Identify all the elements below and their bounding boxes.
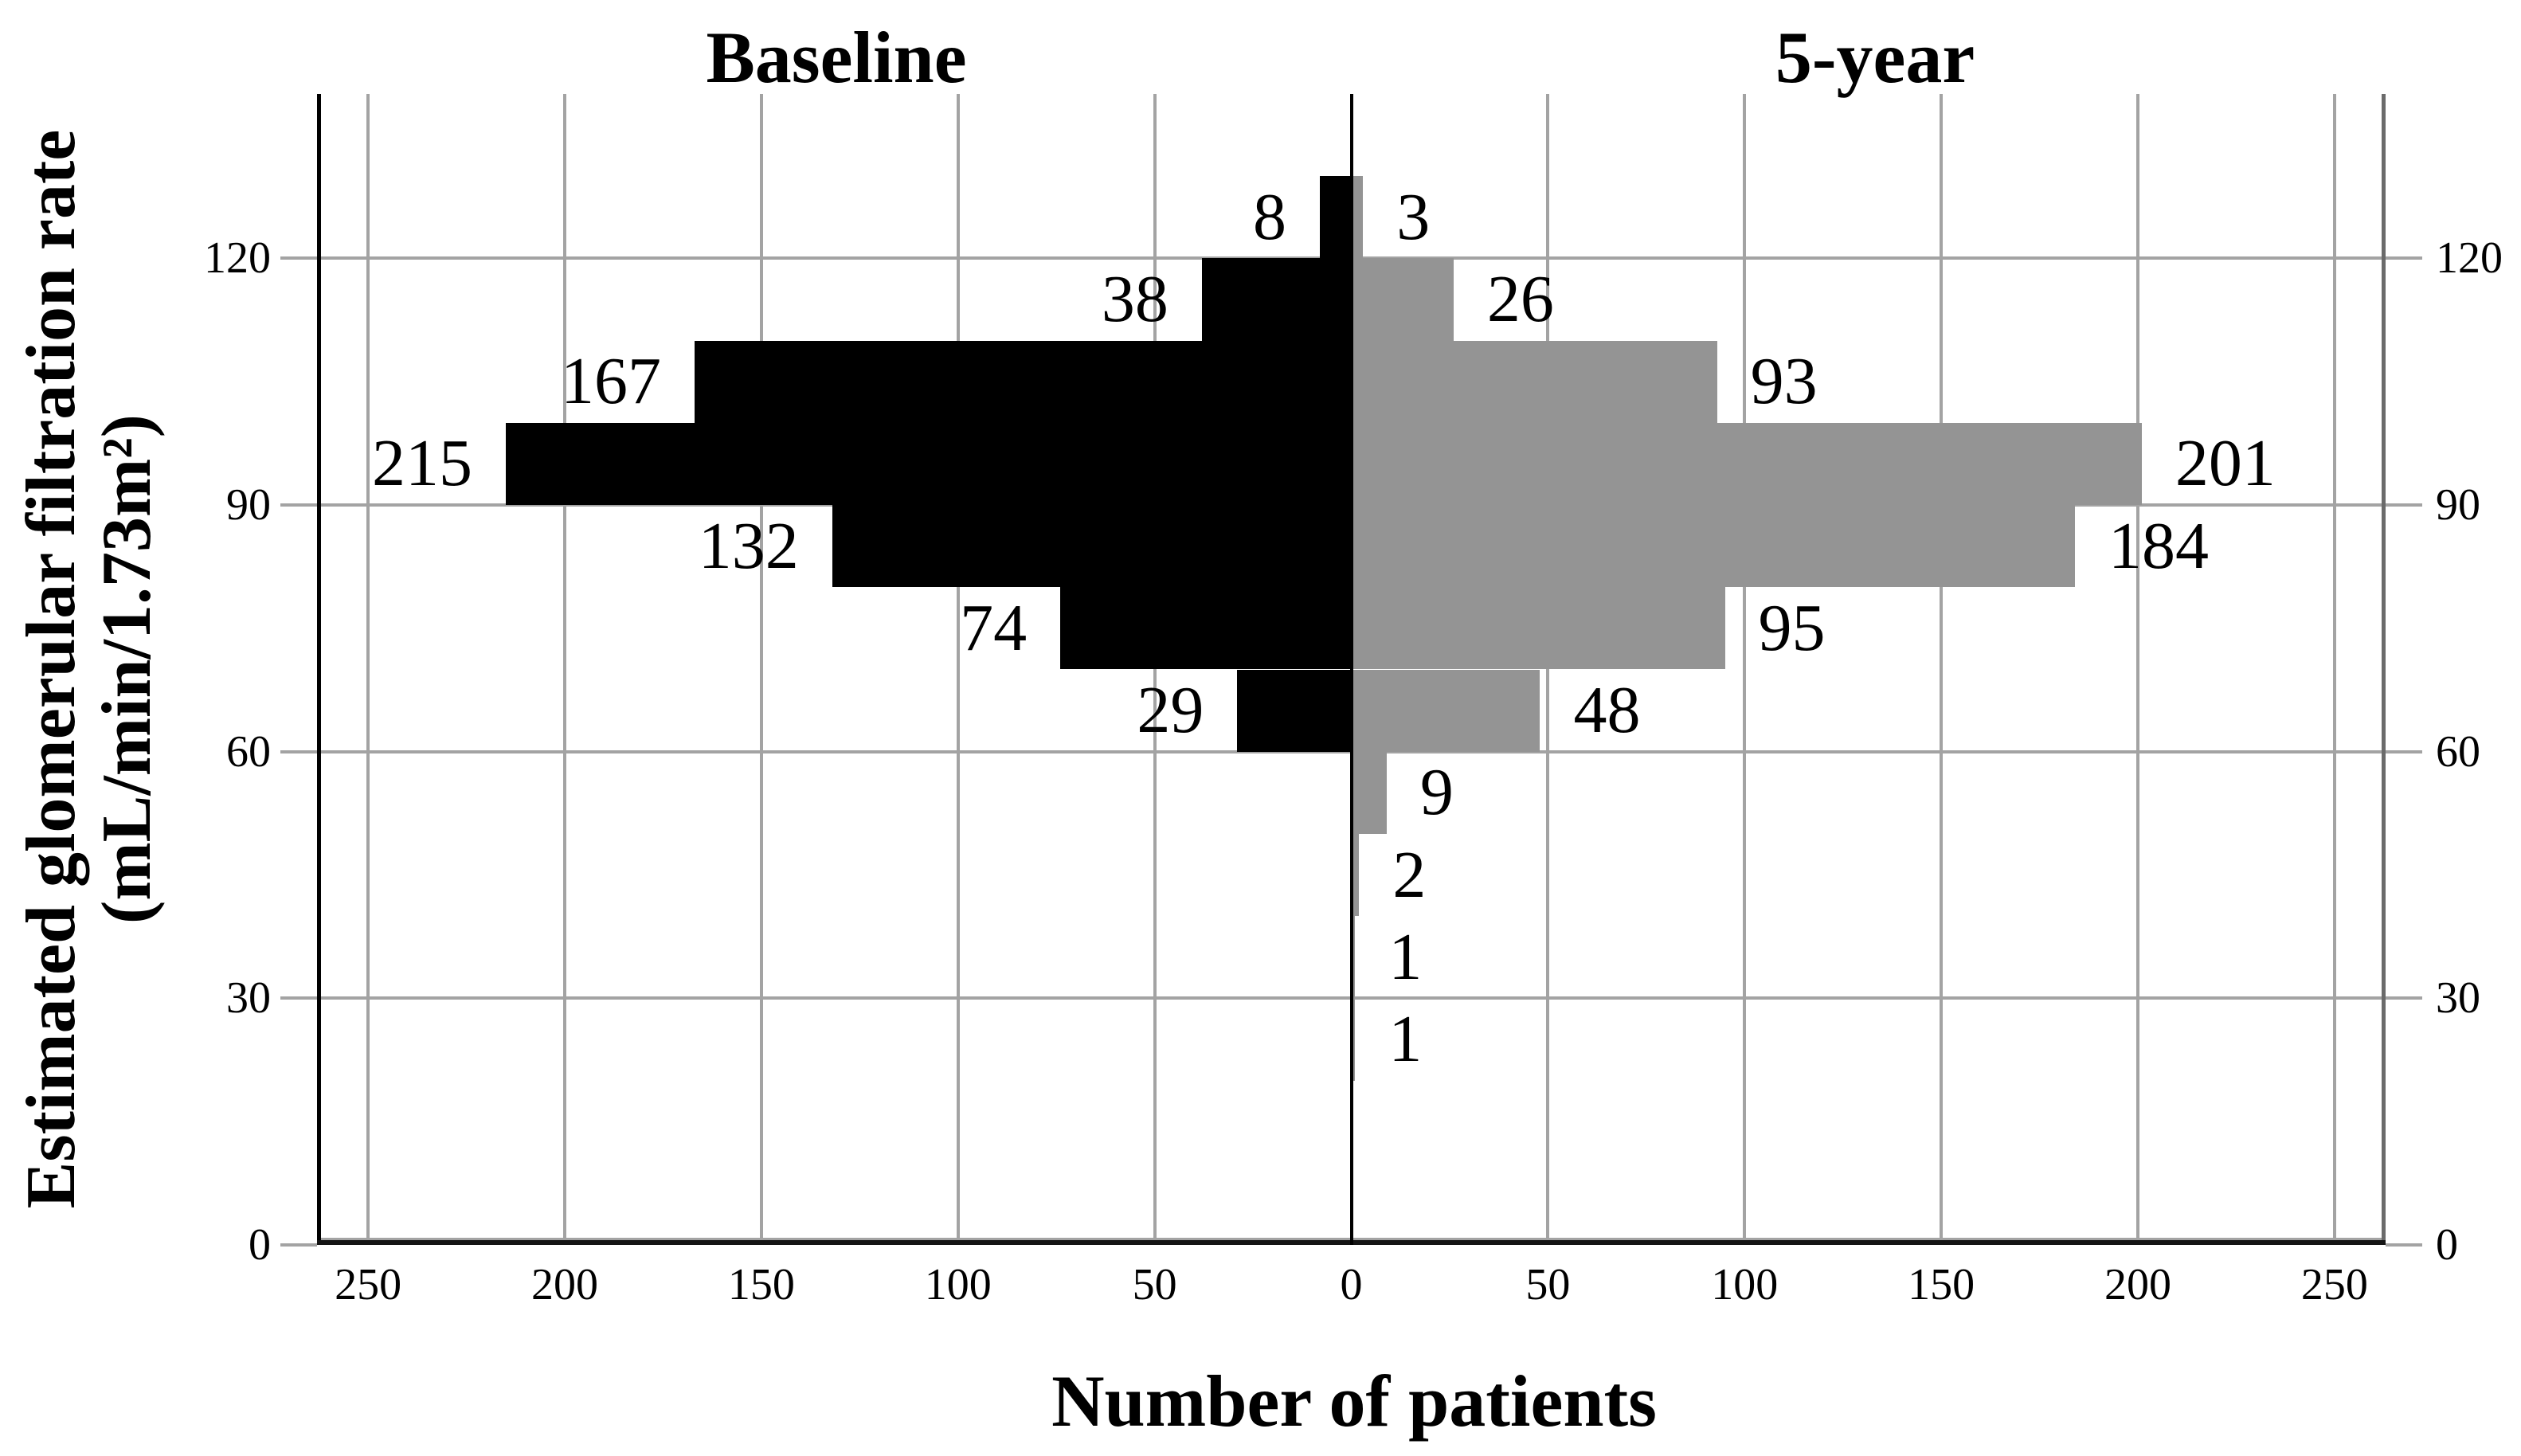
x-tick-label: 100 [1711, 1260, 1779, 1309]
bar-baseline-100-110 [694, 340, 1352, 423]
bar-baseline-120-130 [1320, 176, 1352, 259]
y-tick-label-left: 120 [204, 233, 271, 284]
bar-value-label-baseline-100-110: 167 [560, 344, 661, 419]
y-axis-tick-right [2386, 256, 2422, 260]
bar-value-label-five-year-20-30: 1 [1388, 1001, 1423, 1076]
vertical-gridline [563, 94, 567, 1245]
bar-five-year-110-120 [1351, 258, 1454, 341]
y-axis-tick-left [280, 750, 317, 753]
y-tick-label-left: 90 [226, 480, 271, 530]
vertical-gridline [366, 94, 370, 1245]
y-tick-label-right: 0 [2436, 1220, 2458, 1270]
y-axis-tick-right [2386, 503, 2422, 507]
x-axis-title: Number of patients [1051, 1360, 1657, 1442]
bar-value-label-five-year-80-90: 184 [2108, 508, 2209, 583]
right-panel-title: 5-year [1775, 17, 1975, 98]
bar-value-label-baseline-60-70: 29 [1137, 673, 1204, 748]
vertical-gridline [2135, 94, 2139, 1245]
y-axis-title-line2: (mL/min/1.73m²) [88, 414, 166, 924]
center-axis-line [1349, 94, 1353, 1245]
bar-five-year-90-100 [1351, 422, 2142, 506]
y-tick-label-right: 120 [2436, 233, 2503, 284]
bar-value-label-five-year-100-110: 93 [1750, 344, 1818, 419]
bar-value-label-baseline-70-80: 74 [960, 590, 1028, 665]
y-axis-title: Estimated glomerular filtration rate (mL… [13, 129, 166, 1209]
vertical-gridline [1940, 94, 1944, 1245]
vertical-gridline [759, 94, 763, 1245]
x-tick-label: 250 [335, 1260, 402, 1309]
bar-value-label-five-year-30-40: 1 [1388, 919, 1423, 994]
bar-value-label-baseline-80-90: 132 [698, 508, 799, 583]
x-tick-label: 100 [924, 1260, 992, 1309]
left-frame-line [317, 94, 321, 1245]
y-axis-tick-left [280, 256, 317, 260]
bar-five-year-40-50 [1351, 833, 1360, 917]
y-tick-label-left: 60 [226, 726, 271, 777]
bar-value-label-five-year-110-120: 26 [1486, 262, 1554, 337]
y-tick-label-left: 0 [249, 1220, 271, 1270]
y-axis-tick-left [280, 503, 317, 507]
bar-five-year-100-110 [1351, 340, 1717, 423]
bar-five-year-50-60 [1351, 751, 1387, 834]
x-tick-label: 200 [531, 1260, 599, 1309]
vertical-gridline [1546, 94, 1550, 1245]
bar-five-year-80-90 [1351, 505, 2075, 588]
bar-value-label-baseline-90-100: 215 [372, 426, 472, 501]
y-tick-label-right: 90 [2436, 480, 2480, 530]
bar-value-label-five-year-120-130: 3 [1396, 179, 1431, 254]
bar-baseline-80-90 [832, 505, 1352, 588]
left-panel-title: Baseline [706, 17, 967, 98]
plot-area: 0 0 30 30 60 60 90 90 120 120 250 200 150 100 50 0 50 100… [204, 94, 2503, 1307]
bar-five-year-20-30 [1351, 998, 1356, 1081]
y-axis-tick-right [2386, 750, 2422, 753]
y-axis-tick-left [280, 996, 317, 1000]
x-tick-label: 250 [2300, 1260, 2368, 1309]
bar-value-label-five-year-40-50: 2 [1392, 837, 1427, 912]
vertical-gridline [2332, 94, 2336, 1245]
bar-value-label-five-year-60-70: 48 [1573, 673, 1641, 748]
bar-baseline-90-100 [505, 422, 1352, 506]
y-axis-tick-right [2386, 1243, 2422, 1247]
y-tick-label-right: 60 [2436, 726, 2480, 777]
y-axis-tick-left [280, 1243, 317, 1247]
bar-value-label-baseline-120-130: 8 [1253, 179, 1287, 254]
x-tick-label: 150 [727, 1260, 795, 1309]
x-tick-label: 50 [1525, 1260, 1571, 1309]
vertical-gridline [1743, 94, 1747, 1245]
bar-value-label-five-year-50-60: 9 [1419, 755, 1454, 830]
bar-five-year-60-70 [1351, 669, 1540, 752]
x-tick-label: 200 [2104, 1260, 2171, 1309]
bar-value-label-five-year-90-100: 201 [2175, 426, 2276, 501]
x-tick-label: 0 [1340, 1260, 1363, 1309]
x-tick-label: 50 [1132, 1260, 1177, 1309]
bar-baseline-110-120 [1201, 258, 1352, 341]
bar-five-year-70-80 [1351, 587, 1725, 670]
bar-baseline-60-70 [1237, 669, 1352, 752]
y-axis-title-line1: Estimated glomerular filtration rate [13, 129, 90, 1209]
vertical-gridline [1153, 94, 1157, 1245]
bar-value-label-five-year-70-80: 95 [1758, 590, 1826, 665]
vertical-gridline [956, 94, 960, 1245]
y-tick-label-left: 30 [226, 973, 271, 1024]
right-frame-line [2382, 94, 2386, 1245]
bar-baseline-70-80 [1060, 587, 1352, 670]
bar-five-year-120-130 [1351, 176, 1364, 259]
bar-five-year-30-40 [1351, 916, 1356, 999]
x-tick-label: 150 [1908, 1260, 1975, 1309]
bar-value-label-baseline-110-120: 38 [1101, 262, 1169, 337]
y-tick-label-right: 30 [2436, 973, 2480, 1024]
y-axis-tick-right [2386, 996, 2422, 1000]
